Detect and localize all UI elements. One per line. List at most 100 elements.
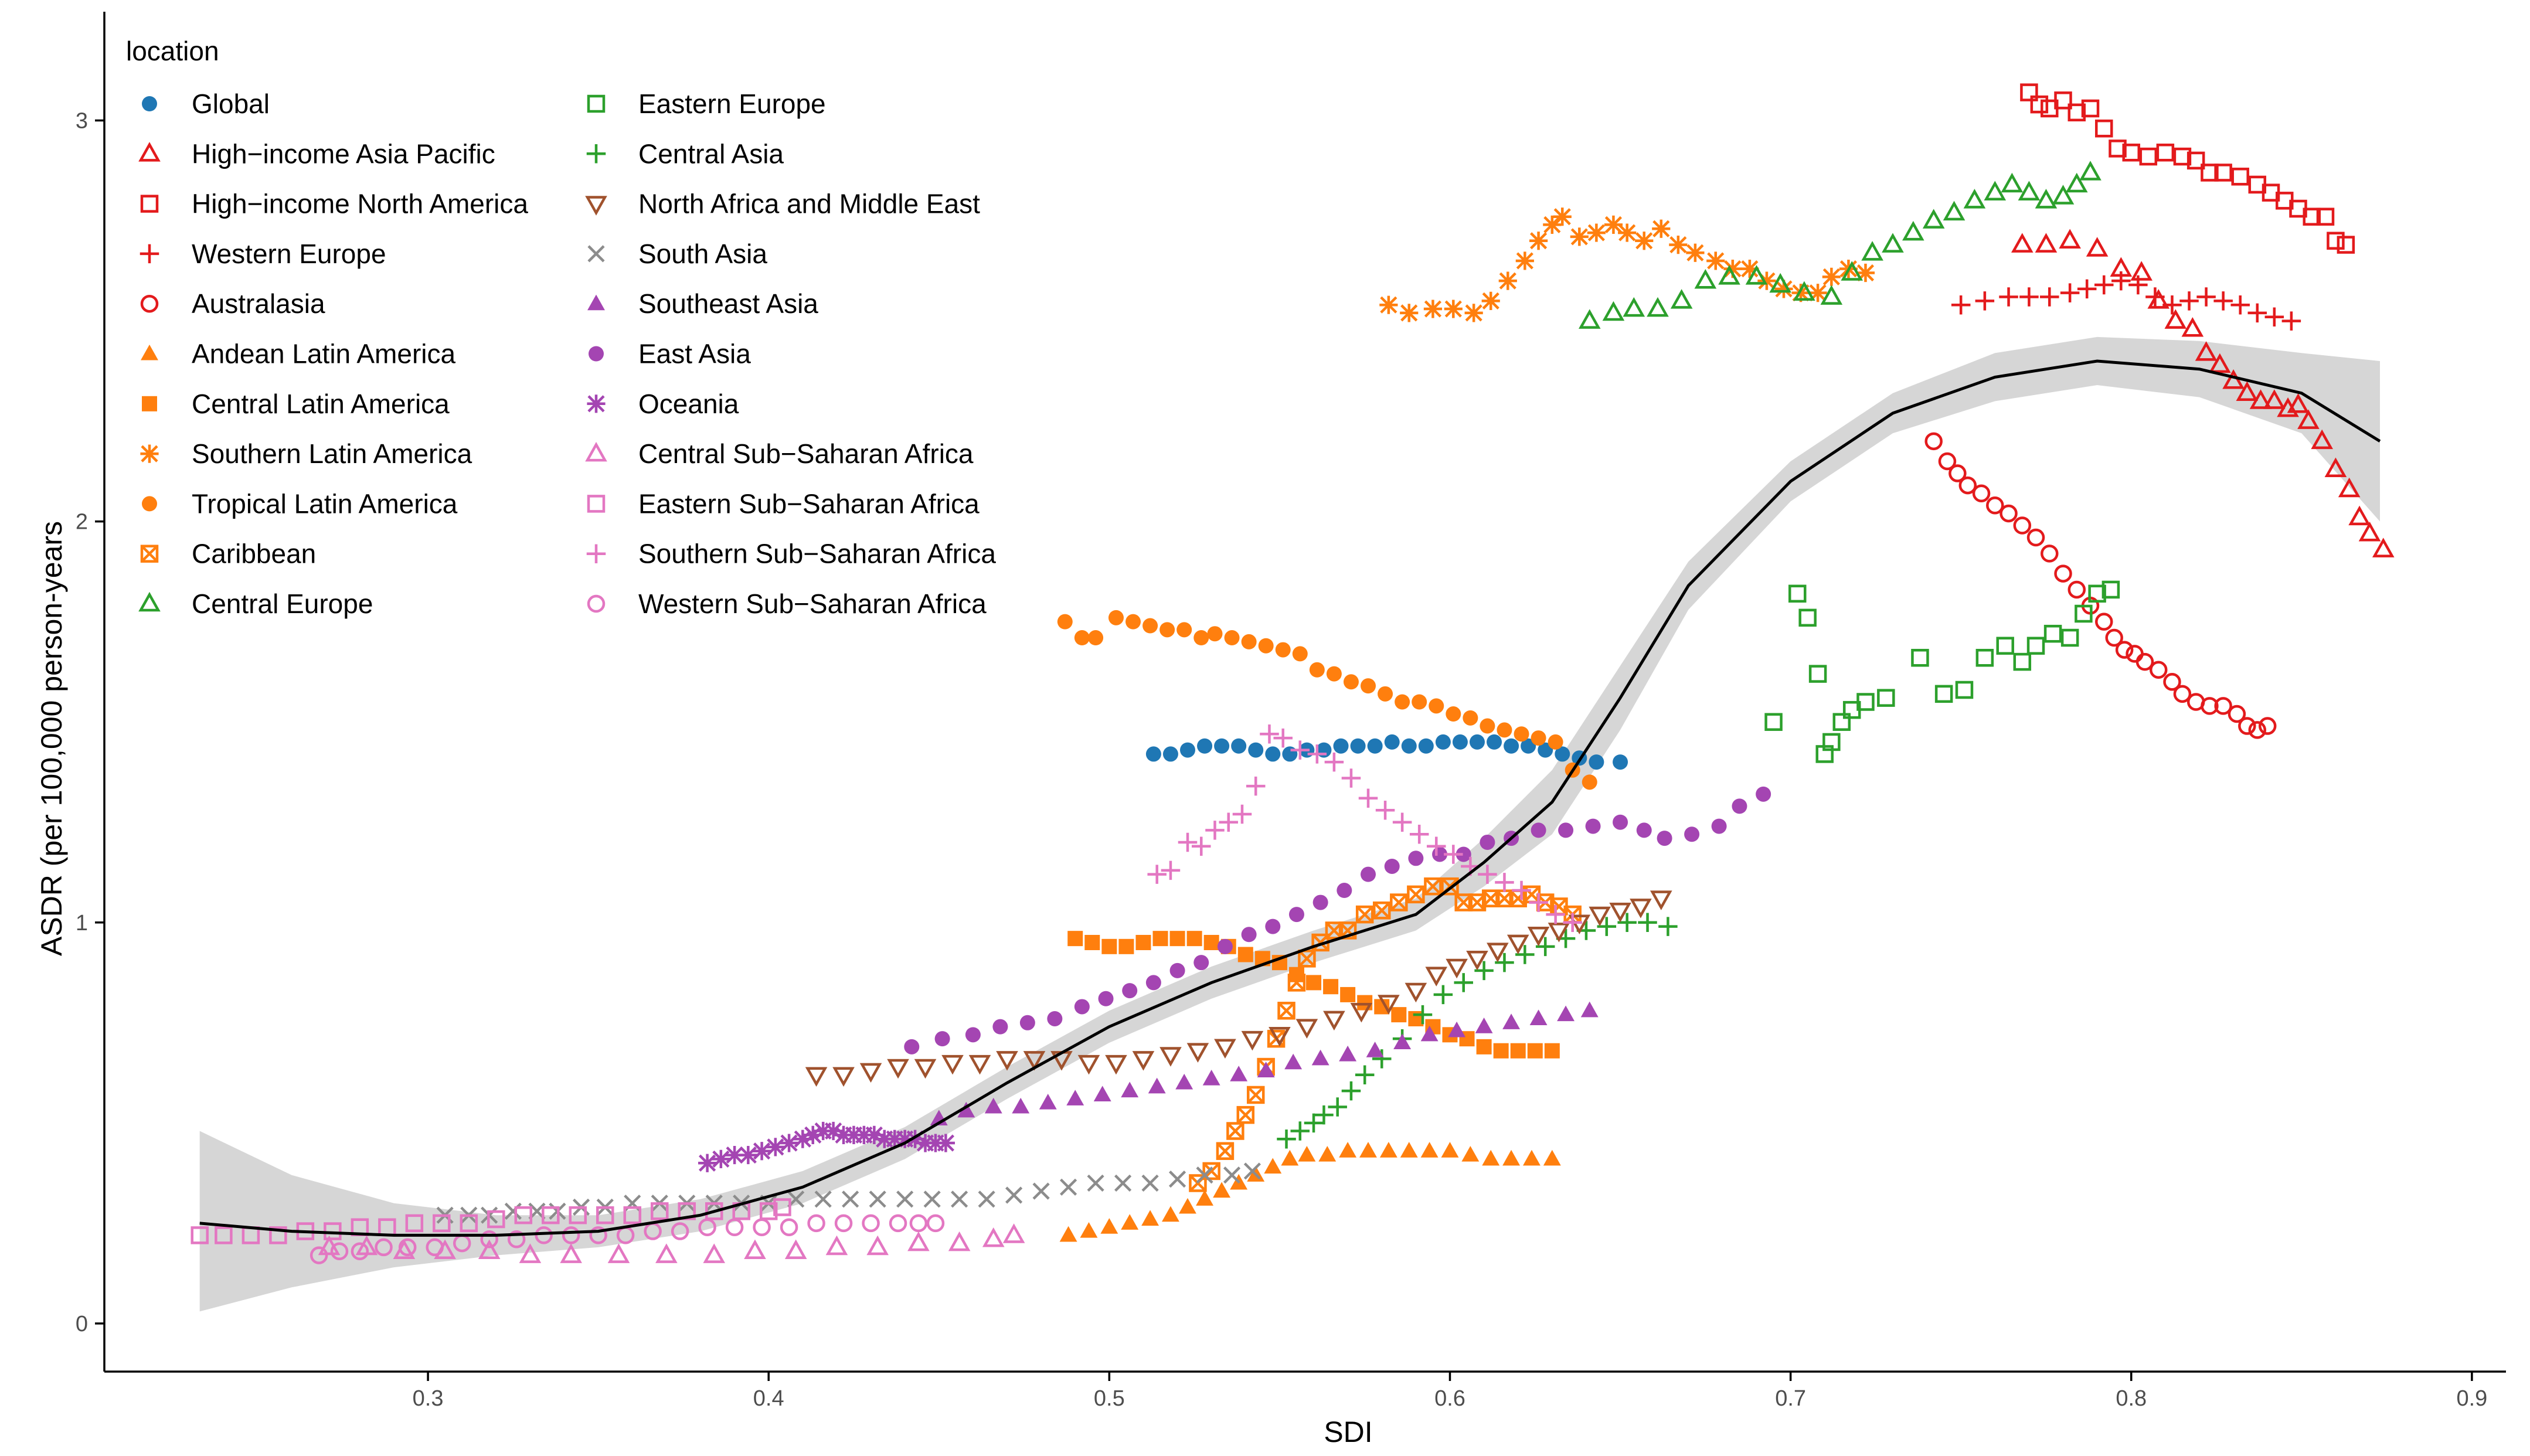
data-point <box>1304 1113 1324 1133</box>
data-point <box>1057 614 1073 630</box>
data-point <box>1544 1043 1560 1059</box>
data-point <box>1548 734 1563 750</box>
data-point <box>703 1243 726 1263</box>
data-point <box>698 1154 717 1172</box>
legend-item: Tropical Latin America <box>142 488 458 519</box>
data-point <box>1515 945 1535 964</box>
data-point <box>2054 91 2072 110</box>
data-point <box>1391 1007 1407 1023</box>
data-point <box>1504 738 1519 754</box>
data-point <box>1808 665 1827 683</box>
data-point <box>1613 754 1628 770</box>
data-point <box>907 1231 930 1251</box>
legend-item: Australasia <box>140 288 325 319</box>
data-point <box>1604 215 1623 234</box>
data-point <box>1996 637 2014 655</box>
data-point <box>1141 1210 1159 1226</box>
data-point <box>1316 742 1332 758</box>
data-point <box>562 1226 580 1244</box>
data-point <box>1487 943 1509 962</box>
data-point <box>1955 681 1974 699</box>
data-point <box>1032 1182 1050 1200</box>
data-point <box>1350 1002 1373 1023</box>
data-point <box>780 1218 798 1236</box>
data-point <box>589 1226 607 1244</box>
data-point <box>1647 297 1669 317</box>
data-point <box>1295 1019 1318 1039</box>
data-point <box>1337 883 1352 899</box>
data-point <box>1723 260 1742 278</box>
data-point <box>2156 143 2175 162</box>
data-point <box>965 1027 981 1043</box>
data-point <box>1523 1149 1541 1166</box>
legend-label: Australasia <box>192 288 325 319</box>
data-point <box>982 1227 1005 1247</box>
data-point <box>1180 742 1196 758</box>
legend-key <box>586 144 606 164</box>
data-point <box>1340 986 1356 1002</box>
data-point <box>1425 967 1448 986</box>
data-point <box>1538 742 1553 758</box>
data-point <box>1495 873 1514 892</box>
data-point <box>1480 718 1495 734</box>
data-point <box>1277 1002 1295 1020</box>
data-point <box>1514 726 1529 742</box>
y-axis-label: ASDR (per 100,000 person-years <box>35 521 68 956</box>
legend-item: Caribbean <box>140 539 316 569</box>
data-point <box>2324 457 2347 478</box>
data-point <box>2214 164 2232 182</box>
data-point <box>1060 1178 1077 1196</box>
data-point <box>1535 937 1555 957</box>
data-point <box>1557 1005 1575 1022</box>
data-point <box>1087 1174 1104 1192</box>
data-point <box>1420 1025 1439 1042</box>
data-point <box>2135 652 2154 671</box>
data-point <box>1808 284 1827 302</box>
data-point <box>1243 1162 1261 1180</box>
data-point <box>1400 304 1419 322</box>
data-point <box>869 1190 886 1208</box>
data-point <box>1162 1206 1179 1222</box>
data-point <box>2035 233 2058 253</box>
data-point <box>2088 584 2106 603</box>
data-point <box>542 1206 560 1224</box>
data-point <box>2059 229 2081 249</box>
legend-key <box>140 545 159 563</box>
data-point <box>1718 265 1740 285</box>
data-point <box>1409 825 1429 844</box>
legend-key <box>138 142 161 162</box>
data-point <box>968 1054 991 1075</box>
data-point <box>1282 746 1298 762</box>
data-point <box>1922 209 1945 229</box>
legend-key <box>586 544 606 563</box>
data-point <box>1290 1121 1310 1141</box>
data-point <box>1669 235 1688 254</box>
data-point <box>2060 628 2079 647</box>
data-point <box>215 1226 233 1244</box>
data-point <box>1757 271 1776 290</box>
data-point <box>1193 630 1209 646</box>
data-point <box>1446 706 1461 722</box>
data-point <box>1196 1166 1213 1184</box>
data-point <box>1372 1049 1392 1069</box>
data-point <box>1618 223 1637 242</box>
legend-key <box>140 244 159 264</box>
data-point <box>1145 975 1161 991</box>
data-point <box>1067 931 1083 947</box>
data-point <box>1412 694 1427 710</box>
legend-item: Eastern Europe <box>587 89 826 119</box>
data-point <box>1145 746 1161 762</box>
data-point <box>2035 189 2058 209</box>
data-point <box>739 1145 757 1165</box>
data-point <box>2249 389 2272 409</box>
data-point <box>2075 604 2093 623</box>
legend-label: Southeast Asia <box>638 288 818 319</box>
axes: 0.3 0.4 0.5 0.6 0.7 0.8 0.9 0 1 2 3 <box>76 12 2506 1411</box>
data-point <box>1059 1226 1077 1242</box>
data-point <box>1216 1142 1235 1160</box>
data-point <box>926 1214 945 1233</box>
data-point <box>1241 927 1257 943</box>
data-point <box>1469 734 1485 750</box>
data-point <box>1355 1065 1375 1084</box>
data-point <box>1408 1011 1424 1026</box>
